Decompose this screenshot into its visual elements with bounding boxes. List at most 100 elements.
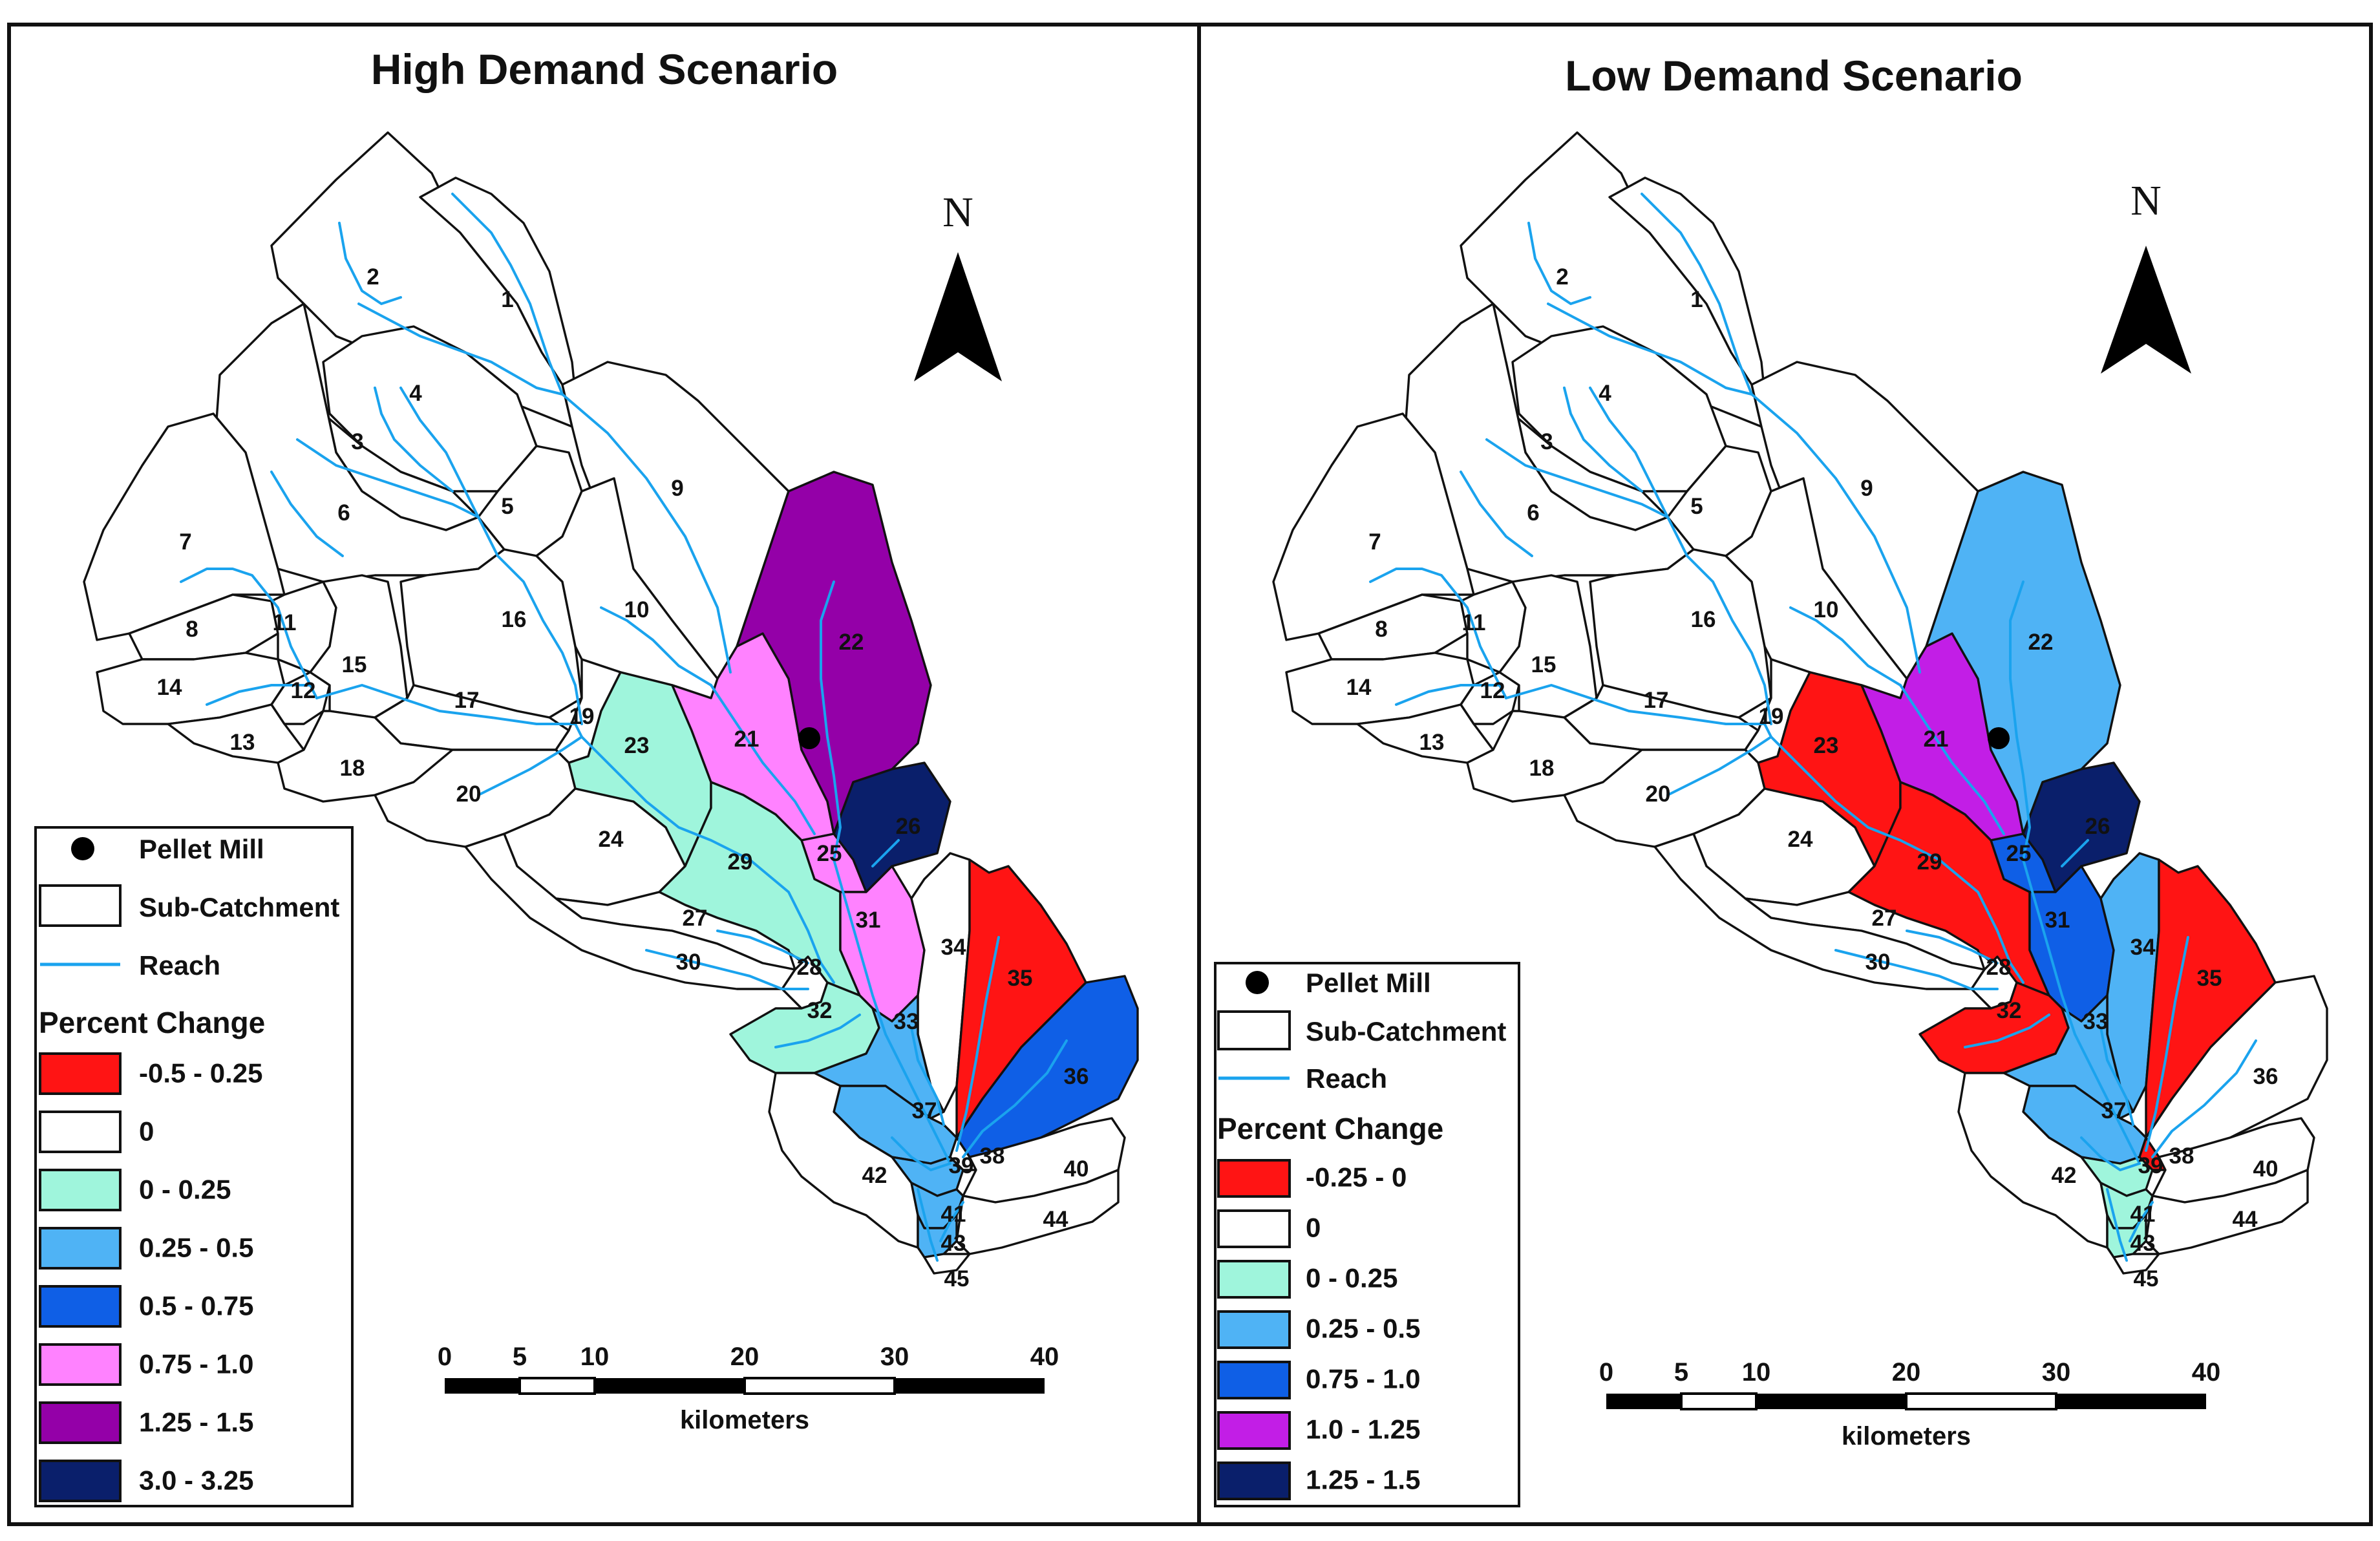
legend-sub-catchment: Sub-Catchment <box>139 892 339 922</box>
sub-catchment-label: 41 <box>941 1202 966 1227</box>
sub-catchment-label: 31 <box>2045 908 2070 933</box>
sub-catchment-label: 20 <box>456 781 482 807</box>
sub-catchment-label: 14 <box>1346 675 1372 700</box>
sub-catchment-label: 43 <box>2130 1231 2156 1256</box>
legend-reach: Reach <box>139 950 220 981</box>
scale-tick-label: 10 <box>1742 1358 1771 1387</box>
legend-swatch <box>39 1111 122 1153</box>
sub-catchment-label: 31 <box>856 908 881 933</box>
legend-swatch <box>1217 1159 1291 1198</box>
legend-class-label: 1.0 - 1.25 <box>1306 1414 1420 1444</box>
north-arrow: N <box>2101 177 2191 374</box>
legend-swatch <box>39 1052 122 1095</box>
sub-catchment-label: 5 <box>1690 494 1703 519</box>
scale-unit: kilometers <box>1842 1422 1971 1451</box>
sub-catchment-swatch <box>1217 1010 1291 1050</box>
north-label: N <box>2130 177 2162 224</box>
sub-catchment-label: 4 <box>1599 381 1611 406</box>
sub-catchment-label: 32 <box>1997 998 2022 1023</box>
sub-catchment-label: 38 <box>980 1143 1005 1169</box>
sub-catchment-swatch <box>39 884 122 927</box>
legend-heading: Percent Change <box>39 1006 265 1039</box>
low-demand-map: 1 2 3 4 5 6 7 8 9 10 11 12 13 14 15 16 1… <box>1272 131 2328 1291</box>
sub-catchment-30 <box>1653 833 1986 990</box>
legend: Pellet Mill Sub-Catchment Reach Percent … <box>1214 962 1520 1507</box>
sub-catchment-label: 45 <box>2134 1266 2159 1291</box>
sub-catchment-label: 34 <box>941 935 966 960</box>
scale-tick-label: 40 <box>2192 1358 2221 1387</box>
sub-catchment-label: 25 <box>2006 841 2032 866</box>
sub-catchment-labels: 1 2 3 4 5 6 7 8 9 10 11 12 13 14 15 16 1… <box>1346 264 2279 1291</box>
sub-catchment-label: 11 <box>273 610 297 635</box>
sub-catchment-label: 2 <box>1556 264 1568 290</box>
legend-box <box>34 826 354 1507</box>
legend-swatch <box>1217 1411 1291 1450</box>
sub-catchment-label: 21 <box>1924 727 1949 752</box>
sub-catchment-30 <box>464 833 796 990</box>
legend-pellet-mill: Pellet Mill <box>1306 968 1431 998</box>
legend-class-label: 0 - 0.25 <box>139 1174 231 1205</box>
scale-bar: 0 5 10 20 30 40 kilometers <box>438 1343 1059 1434</box>
legend-class-label: 0.75 - 1.0 <box>139 1349 253 1379</box>
legend-class-label: -0.5 - 0.25 <box>139 1058 262 1089</box>
sub-catchment-label: 19 <box>569 704 595 729</box>
legend-swatch <box>39 1169 122 1211</box>
legend-swatch <box>1217 1260 1291 1299</box>
sub-catchment-label: 35 <box>1008 966 1033 991</box>
sub-catchment-label: 11 <box>1462 610 1486 635</box>
sub-catchment-label: 22 <box>839 630 864 655</box>
sub-catchment-label: 23 <box>1814 733 1839 758</box>
sub-catchment-label: 27 <box>683 906 708 931</box>
sub-catchment-label: 9 <box>1860 476 1873 501</box>
scale-tick-label: 20 <box>1892 1358 1921 1387</box>
sub-catchment-label: 37 <box>912 1098 937 1123</box>
sub-catchment-label: 37 <box>2101 1098 2127 1123</box>
scale-tick-label: 40 <box>1030 1343 1059 1371</box>
scale-unit: kilometers <box>680 1406 809 1434</box>
sub-catchment-label: 10 <box>1814 597 1839 622</box>
legend-classes: -0.5 - 0.25 0 0 - 0.25 0.25 - 0.5 0.5 - 0.75… <box>39 1052 262 1502</box>
legend-swatch <box>1217 1209 1291 1248</box>
pellet-mill-marker <box>798 727 820 749</box>
sub-catchment-label: 43 <box>941 1231 966 1256</box>
legend-sub-catchment: Sub-Catchment <box>1306 1016 1506 1047</box>
sub-catchment-label: 12 <box>291 678 316 703</box>
sub-catchment-label: 2 <box>367 264 379 290</box>
sub-catchment-label: 23 <box>624 733 650 758</box>
legend-swatch <box>39 1343 122 1386</box>
sub-catchment-label: 40 <box>2253 1156 2279 1182</box>
sub-catchment-label: 7 <box>1368 529 1381 555</box>
sub-catchment-label: 3 <box>351 429 363 454</box>
legend-class-label: 0.25 - 0.5 <box>1306 1313 1420 1343</box>
sub-catchment-label: 15 <box>342 652 367 677</box>
scale-tick-label: 30 <box>2042 1358 2071 1387</box>
sub-catchment-label: 30 <box>676 950 701 975</box>
sub-catchment-label: 13 <box>1419 730 1445 755</box>
sub-catchment-label: 17 <box>1644 688 1669 713</box>
scale-tick-label: 10 <box>580 1343 610 1371</box>
sub-catchment-label: 4 <box>409 381 422 406</box>
legend-swatch <box>39 1285 122 1328</box>
reach-network <box>1369 193 2257 1262</box>
sub-catchment-label: 1 <box>1690 287 1703 312</box>
sub-catchment-label: 24 <box>599 827 624 852</box>
sub-catchment-label: 18 <box>1529 756 1555 781</box>
sub-catchment-label: 27 <box>1872 906 1897 931</box>
low-demand-panel: Low Demand Scenario <box>1214 52 2328 1507</box>
sub-catchment-label: 16 <box>502 607 527 632</box>
legend-class-label: 1.25 - 1.5 <box>139 1407 253 1438</box>
sub-catchment-label: 26 <box>2085 814 2110 839</box>
sub-catchment-36 <box>955 975 1139 1158</box>
sub-catchment-18 <box>1466 710 1643 803</box>
north-arrow-icon <box>2101 246 2191 374</box>
reach-network <box>180 193 1068 1262</box>
sub-catchment-label: 32 <box>807 998 833 1023</box>
high-demand-map: 1 2 3 4 5 6 7 8 9 10 11 12 13 14 15 16 1… <box>83 131 1139 1291</box>
sub-catchment-label: 26 <box>896 814 921 839</box>
sub-catchment-label: 16 <box>1691 607 1716 632</box>
sub-catchment-label: 42 <box>2052 1163 2077 1188</box>
north-arrow-icon <box>914 252 1002 381</box>
sub-catchment-label: 20 <box>1646 781 1671 807</box>
sub-catchment-label: 42 <box>862 1163 887 1188</box>
sub-catchment-label: 13 <box>230 730 255 755</box>
